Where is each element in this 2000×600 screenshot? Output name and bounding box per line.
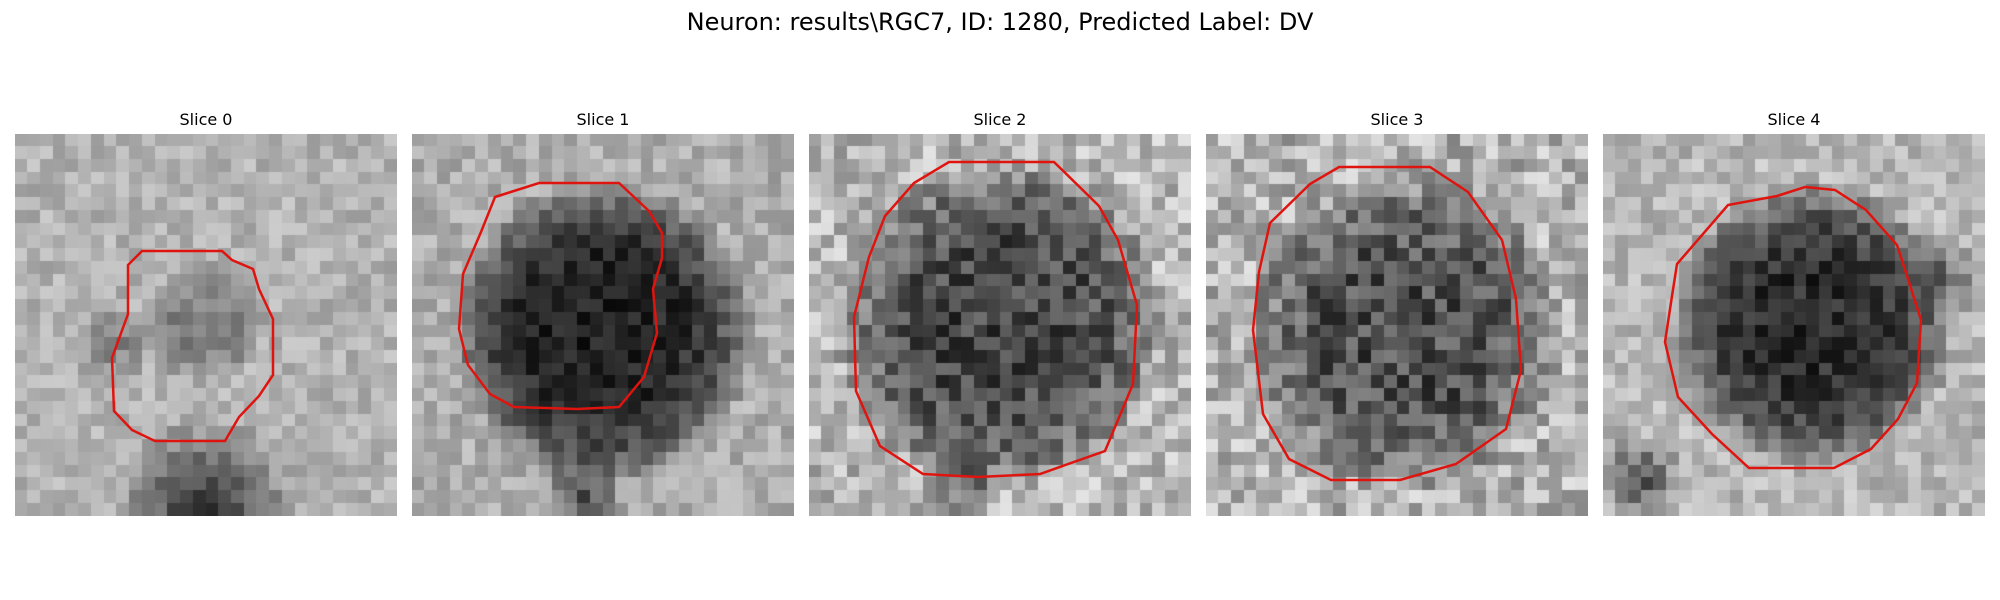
slice-image: [412, 134, 794, 516]
slice-panel-1: Slice 1: [412, 108, 794, 516]
roi-contour: [110, 249, 275, 443]
slice-panel-2: Slice 2: [809, 108, 1191, 516]
roi-contour: [1251, 165, 1523, 482]
slice-image: [1206, 134, 1588, 516]
slice-panel-0: Slice 0: [15, 108, 397, 516]
slice-image: [15, 134, 397, 516]
slice-panel-4: Slice 4: [1603, 108, 1985, 516]
slice-title: Slice 0: [179, 110, 233, 129]
slice-title: Slice 3: [1370, 110, 1424, 129]
slice-outline: [110, 249, 275, 443]
slice-title: Slice 1: [576, 110, 630, 129]
slice-outline: [1663, 185, 1923, 470]
roi-contour: [1663, 185, 1923, 470]
slice-image: [809, 134, 1191, 516]
slice-panel-3: Slice 3: [1206, 108, 1588, 516]
roi-contour: [852, 160, 1139, 479]
slice-title: Slice 2: [973, 110, 1027, 129]
slice-outline: [852, 160, 1139, 479]
slice-outline: [457, 181, 664, 411]
roi-contour: [457, 181, 664, 411]
figure-title: Neuron: results\RGC7, ID: 1280, Predicte…: [686, 8, 1314, 36]
slice-title: Slice 4: [1767, 110, 1821, 129]
slice-outline: [1251, 165, 1523, 482]
